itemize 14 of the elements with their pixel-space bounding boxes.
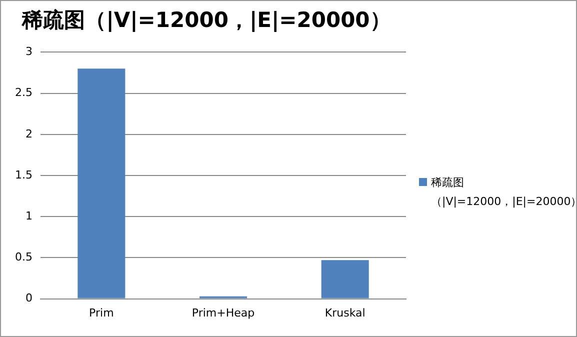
x-tick-label: Prim [89, 306, 114, 320]
y-tick-label: 1.5 [14, 168, 32, 182]
bar [321, 260, 369, 298]
bar [78, 68, 126, 298]
y-tick-label: 2 [25, 127, 32, 140]
y-tick-label: 3 [25, 45, 32, 58]
y-tick-label: 0 [25, 292, 32, 305]
x-tick-label: Prim+Heap [192, 306, 255, 320]
y-tick-label: 1 [25, 209, 32, 222]
x-tick-label: Kruskal [324, 306, 366, 320]
y-tick-label: 2.5 [14, 86, 32, 100]
chart-title: 稀疏图（|V|=12000，|E|=20000） [21, 8, 391, 32]
legend-label: 稀疏图（|V|=12000，|E|=20000） [431, 175, 577, 210]
y-tick-label: 0.5 [14, 250, 32, 264]
